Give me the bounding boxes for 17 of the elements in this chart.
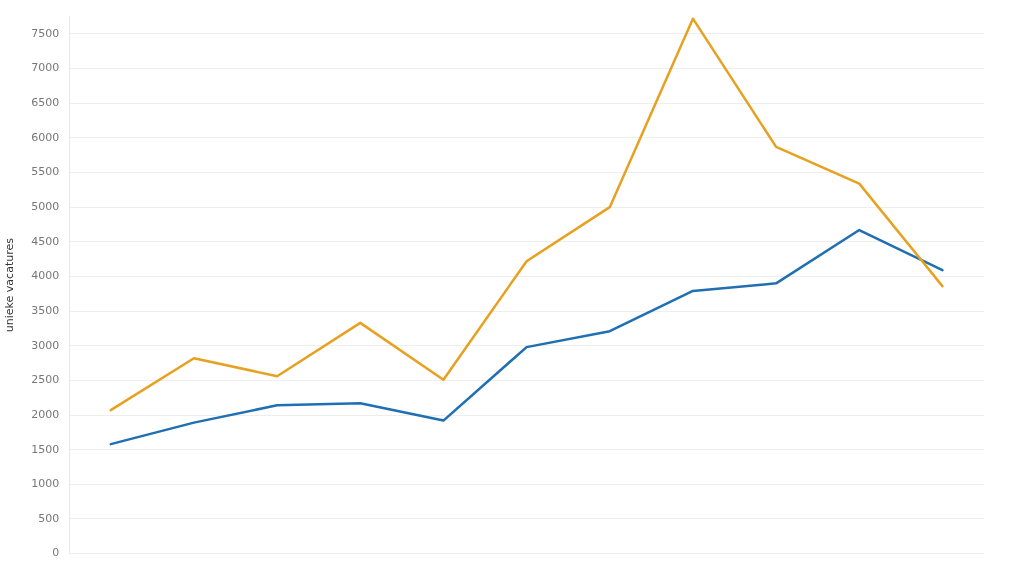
y-tick-label: 2000 [31,407,60,421]
y-tick-label: 6500 [31,96,60,110]
y-tick-label: 1000 [31,477,60,491]
y-tick-label: 4500 [31,234,60,248]
y-tick-label: 3000 [31,338,60,352]
y-tick-label: 7000 [31,61,60,75]
y-tick-label: 7500 [31,26,60,40]
y-tick-label: 5000 [31,200,60,214]
y-tick-label: 6000 [31,130,60,144]
y-tick-label: 1500 [31,442,60,456]
y-tick-label: 2500 [31,373,60,387]
y-tick-label: 5500 [31,165,60,179]
y-axis-title: unieke vacatures [3,237,17,333]
y-tick-label: 4000 [31,269,60,283]
y-tick-label: 0 [52,546,60,560]
y-tick-label: 3500 [31,303,60,317]
y-tick-label: 500 [38,511,60,525]
